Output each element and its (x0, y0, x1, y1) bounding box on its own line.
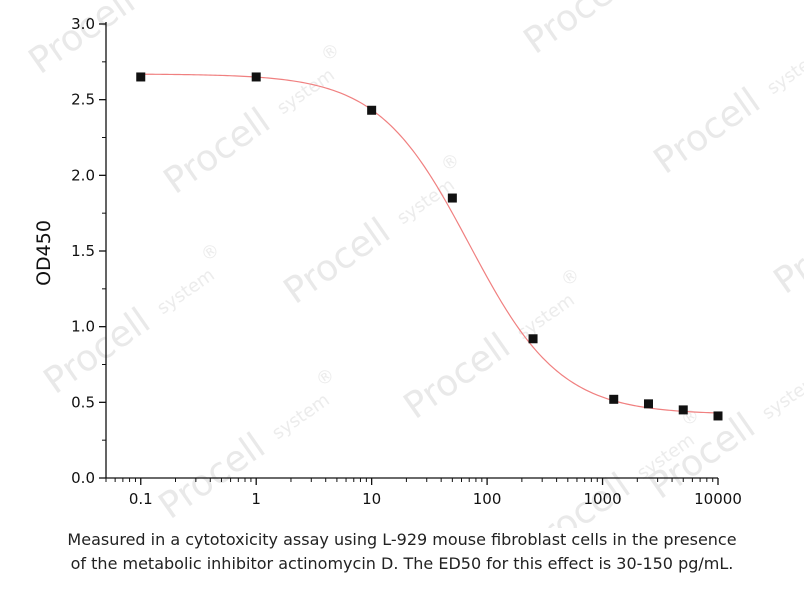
watermark-registered-mark: ® (557, 264, 584, 292)
watermark-brand: Procell (767, 200, 804, 302)
y-tick-label: 2.5 (71, 91, 95, 109)
data-point (643, 399, 653, 409)
data-point (528, 334, 538, 344)
x-axis: 0.1 1 10 100 1000 10000 (105, 477, 742, 508)
watermark-suffix: system (758, 369, 804, 424)
x-tick-label: 10000 (694, 490, 742, 508)
y-tick-label: 1.0 (71, 318, 95, 336)
x-tick-label: 1 (251, 490, 261, 508)
watermark-registered-mark: ® (197, 239, 224, 267)
watermark-layer: Procellsystem®Procellsystem®Procellsyste… (22, 0, 804, 528)
data-point (713, 411, 723, 421)
x-tick-label: 0.1 (129, 490, 153, 508)
watermark-brand: Procell (517, 0, 638, 62)
y-tick-label: 1.5 (71, 242, 95, 260)
watermark-brand: Procell (647, 80, 768, 182)
figure-caption: Measured in a cytotoxicity assay using L… (0, 528, 804, 576)
watermark-suffix: system (763, 44, 804, 99)
data-point (136, 72, 146, 82)
watermark-brand: Procell (37, 300, 158, 402)
data-point (251, 72, 261, 82)
y-tick-label: 0.0 (71, 469, 95, 487)
data-point (447, 193, 457, 203)
y-tick-label: 3.0 (71, 15, 95, 33)
watermark-brand: Procell (152, 425, 273, 527)
caption-line-2: of the metabolic inhibitor actinomycin D… (70, 554, 734, 573)
y-tick-label: 2.0 (71, 166, 95, 184)
y-axis: 0.0 0.5 1.0 1.5 2.0 2.5 3.0 (71, 15, 107, 487)
data-point (367, 105, 377, 115)
watermark-suffix: system (153, 264, 218, 319)
watermark-suffix: system (268, 389, 333, 444)
data-point (609, 394, 619, 404)
watermark-suffix: system (273, 64, 338, 119)
x-tick-label: 100 (473, 490, 502, 508)
watermark-suffix: system (513, 289, 578, 344)
watermark-registered-mark: ® (437, 149, 464, 177)
data-points-layer (136, 72, 723, 421)
watermark-registered-mark: ® (312, 364, 339, 392)
watermark-brand: Procell (157, 100, 278, 202)
watermark-brand: Procell (397, 325, 518, 427)
caption-line-1: Measured in a cytotoxicity assay using L… (67, 530, 737, 549)
watermark-brand: Procell (277, 210, 398, 312)
y-axis-title: OD450 (33, 220, 55, 286)
x-tick-label: 10 (362, 490, 381, 508)
data-point (678, 405, 688, 415)
fit-curve (140, 73, 719, 414)
fit-curve-layer (140, 73, 719, 414)
watermark-brand: Procell (22, 0, 143, 82)
dose-response-chart: Procellsystem®Procellsystem®Procellsyste… (22, 0, 804, 528)
x-tick-label: 1000 (583, 490, 621, 508)
watermark-registered-mark: ® (317, 39, 344, 67)
y-tick-label: 0.5 (71, 393, 95, 411)
